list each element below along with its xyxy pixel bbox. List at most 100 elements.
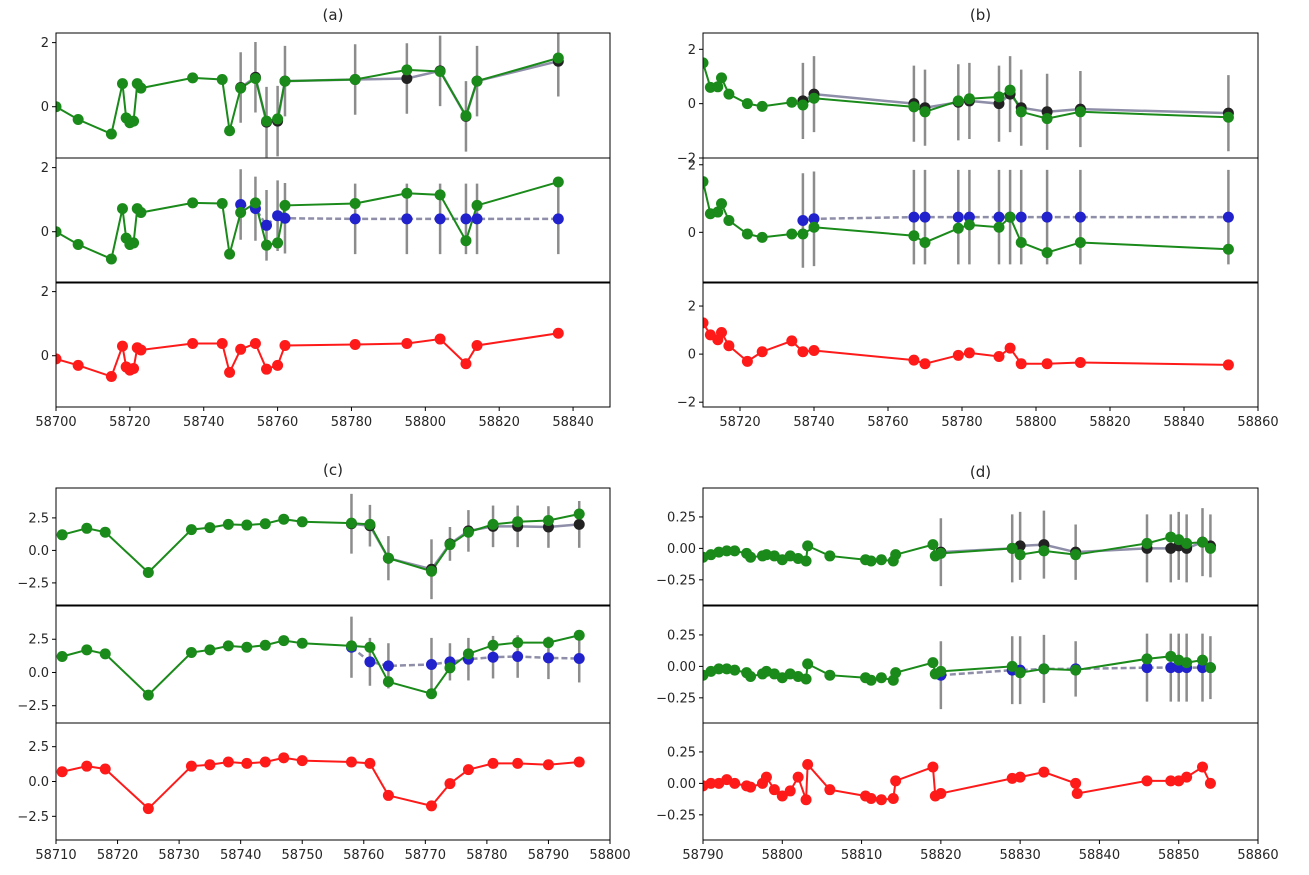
model-point	[1181, 657, 1193, 669]
model-point	[135, 82, 147, 94]
model-point	[1015, 236, 1027, 248]
y-tick-label: −2	[677, 152, 696, 167]
x-tick-label: 58800	[1015, 415, 1056, 430]
x-tick-label: 58850	[1158, 848, 1199, 863]
model-point	[800, 555, 812, 567]
model-point	[135, 206, 147, 218]
residual-point	[1004, 342, 1016, 354]
residual-point	[278, 752, 290, 764]
forecast-point	[908, 211, 920, 223]
model-point	[1204, 542, 1216, 554]
residual-point	[935, 787, 947, 799]
axes-frame	[55, 281, 611, 408]
y-tick-label: 2	[41, 36, 49, 51]
model-point	[786, 228, 798, 240]
forecast-point	[235, 198, 247, 210]
plot-area	[703, 56, 1234, 152]
x-tick-label: 58840	[1079, 848, 1120, 863]
residual-point	[56, 353, 62, 365]
residual-point	[1071, 787, 1083, 799]
model-point	[927, 539, 939, 551]
model-point	[279, 199, 291, 211]
y-tick-label: 0	[688, 97, 696, 112]
subplot-row-1: −0.25 0.00 0.25	[656, 487, 1259, 606]
plot-area	[56, 33, 564, 158]
x-tick-label: 58790	[682, 848, 723, 863]
y-tick-label: 0	[41, 225, 49, 240]
axes-frame	[55, 32, 611, 159]
residual-point	[792, 771, 804, 783]
forecast-point	[1222, 211, 1234, 223]
model-point	[908, 101, 920, 113]
residual-point	[241, 757, 253, 769]
forecast-point	[425, 659, 437, 670]
model-point	[204, 522, 216, 534]
model-point	[745, 670, 757, 682]
y-tick-label: 0.0	[28, 775, 49, 790]
model-point	[713, 663, 725, 675]
y-tick-label: 2	[688, 43, 696, 58]
model-point	[1074, 106, 1086, 118]
x-tick-label: 58760	[867, 415, 908, 430]
x-tick-label: 58720	[109, 415, 150, 430]
residual-point	[741, 355, 753, 367]
model-point	[278, 513, 290, 525]
y-tick-label: 0.25	[667, 628, 696, 643]
model-point	[1074, 236, 1086, 248]
model-point	[716, 72, 727, 84]
model-point	[296, 637, 308, 649]
model-point	[128, 237, 140, 249]
model-point	[349, 73, 361, 85]
model-point	[261, 115, 273, 127]
model-point	[1006, 542, 1018, 554]
model-point	[434, 189, 446, 201]
forecast-point	[471, 213, 483, 225]
residual-point	[444, 778, 456, 790]
model-point	[552, 176, 564, 188]
residual-point	[425, 800, 437, 812]
forecast-point	[919, 211, 931, 223]
residual-point	[1197, 761, 1208, 773]
subplot-row-3: 0 2 58700 58720 58740 58760 58780 58800 58820 588…	[35, 281, 611, 430]
model-point	[72, 114, 84, 126]
x-tick-label: 58800	[762, 848, 803, 863]
residual-point	[460, 358, 472, 370]
x-tick-label: 58860	[1237, 415, 1278, 430]
observed-point	[401, 73, 413, 85]
model-point	[723, 88, 735, 100]
model-point	[802, 540, 814, 552]
model-point	[241, 519, 253, 531]
residual-point	[279, 339, 291, 351]
y-tick-label: −0.25	[656, 573, 696, 588]
model-point	[802, 658, 814, 670]
forecast-point	[1141, 662, 1153, 674]
model-point	[1041, 113, 1053, 125]
model-point	[1015, 106, 1027, 118]
forecast-point	[952, 211, 964, 223]
y-tick-label: −2.5	[17, 810, 49, 825]
model-point	[142, 567, 154, 578]
subplot-row-3: −2.5 0.0 2.5 58710 58720 58730 58740 58750 58760…	[17, 722, 631, 863]
model-point	[824, 550, 836, 562]
model-point	[875, 672, 887, 684]
residual-point	[1181, 771, 1193, 783]
residual-point	[222, 756, 234, 768]
residual-point	[776, 790, 788, 802]
model-point	[249, 197, 261, 209]
y-tick-label: 0	[41, 349, 49, 364]
residual-point	[72, 359, 84, 371]
model-point	[382, 552, 394, 564]
model-point	[993, 91, 1005, 103]
residual-point	[865, 792, 877, 804]
residual-point	[1014, 771, 1026, 783]
x-tick-label: 58740	[183, 415, 224, 430]
forecast-point	[1041, 211, 1053, 223]
model-point	[425, 688, 437, 700]
model-point	[865, 674, 877, 686]
plot-area	[703, 508, 1216, 587]
residual-point	[235, 343, 247, 355]
y-tick-label: 0	[41, 100, 49, 115]
forecast-point	[963, 211, 975, 223]
y-tick-label: 2	[688, 158, 696, 173]
panel-title: (b)	[970, 6, 991, 24]
